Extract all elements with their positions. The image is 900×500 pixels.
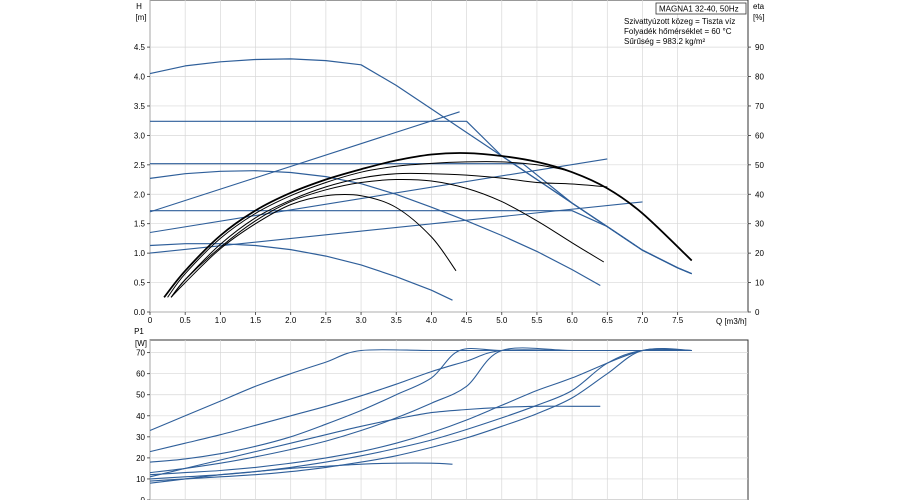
x-tick-label: 3.0 [355, 316, 367, 325]
head-curve [150, 210, 692, 275]
grid-layer [149, 0, 748, 500]
power-curve [149, 347, 692, 463]
head-curve [149, 243, 453, 301]
efficiency-curve [170, 172, 608, 298]
power-tick-label: 70 [136, 349, 145, 358]
x-tick-label: 5.5 [531, 316, 543, 325]
eta-tick-label: 50 [755, 161, 764, 170]
x-tick-label: 4.5 [461, 316, 473, 325]
head-tick-label: 2.5 [134, 161, 146, 170]
eta-tick-label: 90 [755, 43, 764, 52]
head-tick-label: 3.0 [134, 131, 146, 140]
head-tick-label: 4.0 [134, 73, 146, 82]
x-tick-label: 7.5 [672, 316, 684, 325]
eta-tick-label: 60 [755, 131, 764, 140]
head-tick-label: 1.0 [134, 249, 146, 258]
efficiency-curve [170, 193, 457, 298]
head-curve [150, 120, 692, 275]
x-tick-label: 0 [148, 316, 153, 325]
power-curve [149, 347, 692, 474]
power-ylabel-line2: [W] [135, 339, 147, 348]
eta-ylabel-line2: [%] [753, 13, 765, 22]
x-tick-label: 0.5 [180, 316, 192, 325]
power-tick-label: 30 [136, 433, 145, 442]
efficiency-curve [170, 178, 605, 298]
power-tick-label: 60 [136, 370, 145, 379]
x-tick-label: 1.5 [250, 316, 262, 325]
system-curve [149, 158, 608, 234]
x-tick-label: 7.0 [637, 316, 649, 325]
eta-tick-label: 30 [755, 220, 764, 229]
eta-ylabel-line1: eta [753, 2, 765, 11]
power-tick-label: 20 [136, 454, 145, 463]
x-tick-label: 5.0 [496, 316, 508, 325]
flow-xlabel: Q [m3/h] [716, 317, 747, 326]
eta-tick-label: 80 [755, 73, 764, 82]
efficiency-curve [167, 161, 693, 298]
ticks-layer: 0 0.5 1.0 1.5 2.0 2.5 3.0 3.5 4.0 4.5 5.0 5.5 6.0 6.5… [134, 43, 764, 500]
power-ylabel-line1: P1 [134, 327, 144, 336]
x-tick-label: 6.0 [567, 316, 579, 325]
power-curve [149, 405, 601, 478]
head-tick-label: 0.5 [134, 279, 146, 288]
head-tick-label: 0.0 [134, 308, 146, 317]
efficiency-curve [163, 152, 693, 298]
x-tick-label: 4.0 [426, 316, 438, 325]
power-tick-label: 10 [136, 475, 145, 484]
x-tick-label: 1.0 [215, 316, 227, 325]
head-curve [149, 58, 692, 275]
head-tick-label: 3.5 [134, 102, 146, 111]
head-ylabel-line1: H [136, 2, 142, 11]
head-tick-label: 2.0 [134, 190, 146, 199]
eta-tick-label: 20 [755, 249, 764, 258]
chart-title: MAGNA1 32-40, 50Hz [659, 5, 739, 14]
power-curve [149, 347, 692, 476]
system-curve [149, 111, 460, 213]
eta-tick-label: 0 [755, 308, 760, 317]
x-tick-label: 6.5 [602, 316, 614, 325]
power-curve [149, 462, 453, 484]
info-line-density: Sűrűség = 983.2 kg/m² [624, 37, 705, 46]
x-tick-label: 2.0 [285, 316, 297, 325]
power-tick-label: 40 [136, 412, 145, 421]
x-tick-label: 3.5 [391, 316, 403, 325]
eta-tick-label: 40 [755, 190, 764, 199]
info-line-fluid: Szivattyúzott közeg = Tiszta víz [624, 17, 735, 26]
power-tick-label: 50 [136, 391, 145, 400]
head-ylabel-line2: [m] [135, 13, 146, 22]
info-line-temperature: Folyadék hőmérséklet = 60 °C [624, 27, 732, 36]
eta-tick-label: 10 [755, 279, 764, 288]
curves-layer [149, 58, 693, 484]
power-tick-label: 0 [141, 496, 146, 500]
title-box [655, 2, 747, 15]
x-tick-label: 2.5 [320, 316, 332, 325]
power-curve [149, 348, 692, 482]
head-tick-label: 1.5 [134, 220, 146, 229]
head-tick-label: 4.5 [134, 43, 146, 52]
eta-tick-label: 70 [755, 102, 764, 111]
head-curve [149, 170, 601, 287]
